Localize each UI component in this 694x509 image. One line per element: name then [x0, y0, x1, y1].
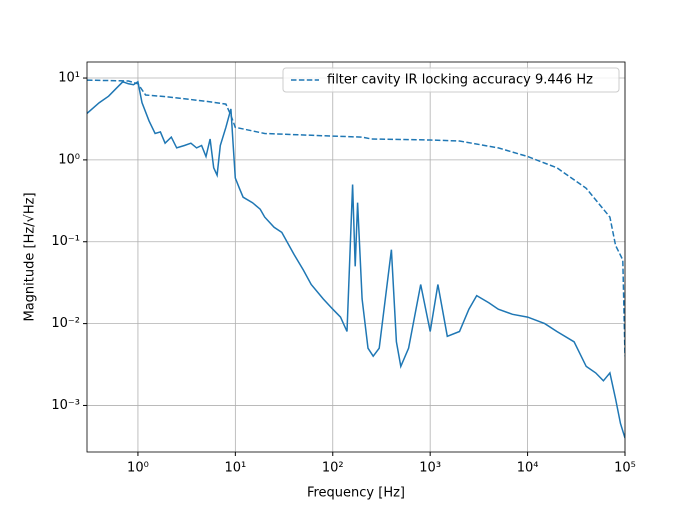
- x-tick-label: 10³: [419, 461, 441, 476]
- x-tick-label: 10¹: [224, 461, 246, 476]
- y-tick-label: 10⁰: [58, 152, 80, 167]
- plot-frame: [86, 61, 626, 453]
- y-tick-label: 10¹: [58, 71, 80, 86]
- x-tick-label: 10²: [322, 461, 344, 476]
- legend-box: [282, 67, 620, 93]
- y-tick-label: 10⁻¹: [51, 234, 80, 249]
- data-line: [87, 79, 625, 357]
- x-axis-label: Frequency [Hz]: [307, 486, 405, 501]
- y-tick-label: 10⁻²: [51, 316, 80, 331]
- legend-label: filter cavity IR locking accuracy 9.446 …: [327, 73, 593, 88]
- y-tick-label: 10⁻³: [51, 398, 80, 413]
- data-line: [87, 80, 625, 439]
- x-tick-label: 10⁰: [127, 461, 149, 476]
- x-tick-label: 10⁴: [517, 461, 539, 476]
- x-tick-label: 10⁵: [614, 461, 636, 476]
- y-axis-label: Magnitude [Hz/√Hz]: [23, 192, 38, 321]
- legend: filter cavity IR locking accuracy 9.446 …: [282, 67, 620, 93]
